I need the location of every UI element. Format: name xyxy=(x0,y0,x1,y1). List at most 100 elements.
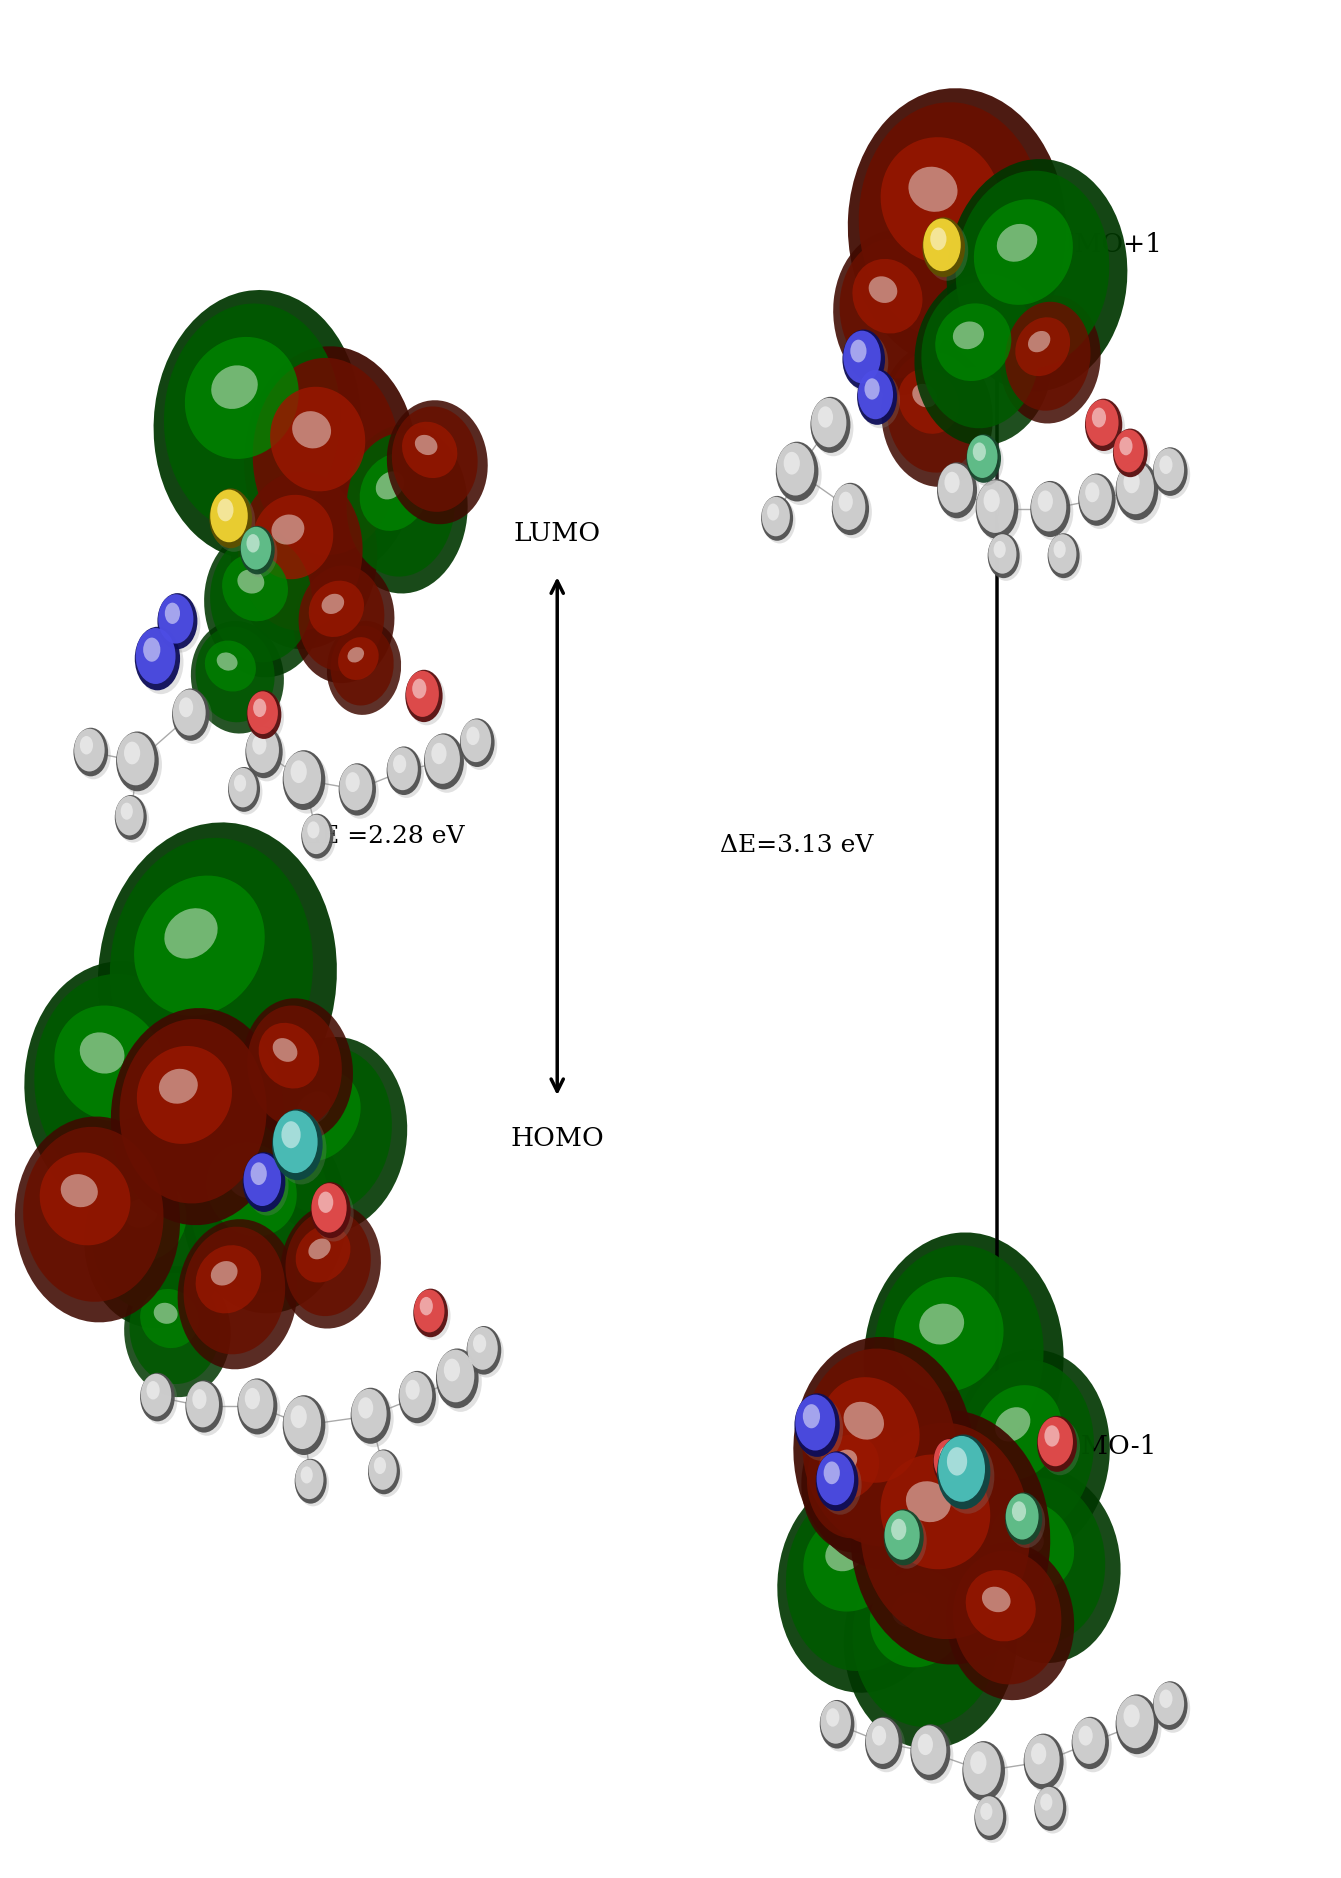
Circle shape xyxy=(975,1795,1006,1840)
Text: ΔE =2.28 eV: ΔE =2.28 eV xyxy=(303,824,465,847)
Circle shape xyxy=(939,1437,986,1502)
Circle shape xyxy=(339,764,373,811)
Circle shape xyxy=(944,471,960,494)
Circle shape xyxy=(1116,1694,1159,1754)
Ellipse shape xyxy=(892,1593,931,1626)
Circle shape xyxy=(400,1373,432,1418)
Circle shape xyxy=(398,1371,436,1424)
Ellipse shape xyxy=(802,1348,956,1546)
Ellipse shape xyxy=(244,346,417,578)
Ellipse shape xyxy=(134,875,264,1016)
Circle shape xyxy=(237,1378,278,1435)
Circle shape xyxy=(314,1185,354,1241)
Ellipse shape xyxy=(164,304,341,533)
Circle shape xyxy=(1034,1786,1066,1831)
Circle shape xyxy=(249,693,284,742)
Circle shape xyxy=(892,1519,907,1540)
Circle shape xyxy=(460,719,495,766)
Circle shape xyxy=(967,436,998,477)
Ellipse shape xyxy=(953,1551,1061,1685)
Circle shape xyxy=(245,727,283,777)
Circle shape xyxy=(408,672,445,725)
Ellipse shape xyxy=(995,1407,1030,1442)
Ellipse shape xyxy=(947,160,1128,391)
Circle shape xyxy=(1116,460,1159,520)
Circle shape xyxy=(1117,462,1155,515)
Circle shape xyxy=(838,492,853,511)
Circle shape xyxy=(117,732,154,785)
Ellipse shape xyxy=(185,336,299,458)
Circle shape xyxy=(420,1298,433,1315)
Ellipse shape xyxy=(915,274,1053,445)
Circle shape xyxy=(937,1435,991,1510)
Circle shape xyxy=(1085,483,1100,501)
Circle shape xyxy=(1153,449,1184,490)
Circle shape xyxy=(842,329,885,389)
Circle shape xyxy=(469,1330,504,1378)
Circle shape xyxy=(115,796,143,836)
Circle shape xyxy=(374,1457,386,1474)
Ellipse shape xyxy=(803,1514,898,1611)
Ellipse shape xyxy=(850,1410,1050,1664)
Circle shape xyxy=(886,1512,927,1568)
Text: HOMO-1: HOMO-1 xyxy=(1037,1435,1157,1459)
Circle shape xyxy=(988,533,1016,573)
Ellipse shape xyxy=(23,1127,164,1301)
Circle shape xyxy=(467,1328,498,1369)
Circle shape xyxy=(1038,1416,1073,1467)
Circle shape xyxy=(117,798,149,843)
Ellipse shape xyxy=(898,368,959,434)
Circle shape xyxy=(779,445,822,505)
Circle shape xyxy=(976,1797,1008,1842)
Circle shape xyxy=(342,766,378,819)
Ellipse shape xyxy=(294,560,394,684)
Text: LUMO: LUMO xyxy=(514,522,601,546)
Circle shape xyxy=(389,749,424,798)
Ellipse shape xyxy=(1000,295,1101,424)
Ellipse shape xyxy=(861,1424,1030,1639)
Circle shape xyxy=(401,1375,439,1427)
Circle shape xyxy=(405,670,443,723)
Ellipse shape xyxy=(79,1033,125,1074)
Circle shape xyxy=(941,1439,994,1514)
Circle shape xyxy=(1035,1786,1063,1825)
Circle shape xyxy=(211,490,248,543)
Circle shape xyxy=(1023,1733,1063,1790)
Ellipse shape xyxy=(137,1046,232,1144)
Circle shape xyxy=(831,483,869,535)
Ellipse shape xyxy=(110,838,312,1101)
Ellipse shape xyxy=(996,223,1037,261)
Circle shape xyxy=(217,498,233,522)
Ellipse shape xyxy=(392,406,477,513)
Circle shape xyxy=(119,734,162,794)
Circle shape xyxy=(370,1452,402,1497)
Ellipse shape xyxy=(211,535,312,663)
Circle shape xyxy=(252,734,267,755)
Circle shape xyxy=(963,1741,1004,1801)
Circle shape xyxy=(826,1709,839,1726)
Ellipse shape xyxy=(228,1164,264,1198)
Circle shape xyxy=(295,1459,327,1504)
Circle shape xyxy=(911,1724,951,1780)
Circle shape xyxy=(247,691,282,738)
Circle shape xyxy=(388,747,418,791)
Circle shape xyxy=(967,434,1000,483)
Circle shape xyxy=(467,1326,502,1375)
Circle shape xyxy=(868,1720,905,1773)
Circle shape xyxy=(819,1700,854,1748)
Ellipse shape xyxy=(223,554,288,622)
Ellipse shape xyxy=(322,593,345,614)
Circle shape xyxy=(240,526,275,575)
Circle shape xyxy=(814,400,853,456)
Circle shape xyxy=(1037,1416,1077,1472)
Circle shape xyxy=(416,1292,451,1341)
Circle shape xyxy=(302,813,334,858)
Ellipse shape xyxy=(821,1377,920,1484)
Ellipse shape xyxy=(967,1467,1121,1664)
Circle shape xyxy=(975,1795,1003,1835)
Ellipse shape xyxy=(346,434,455,577)
Circle shape xyxy=(980,1803,992,1820)
Ellipse shape xyxy=(158,1069,197,1104)
Ellipse shape xyxy=(843,1401,884,1440)
Circle shape xyxy=(1081,477,1118,530)
